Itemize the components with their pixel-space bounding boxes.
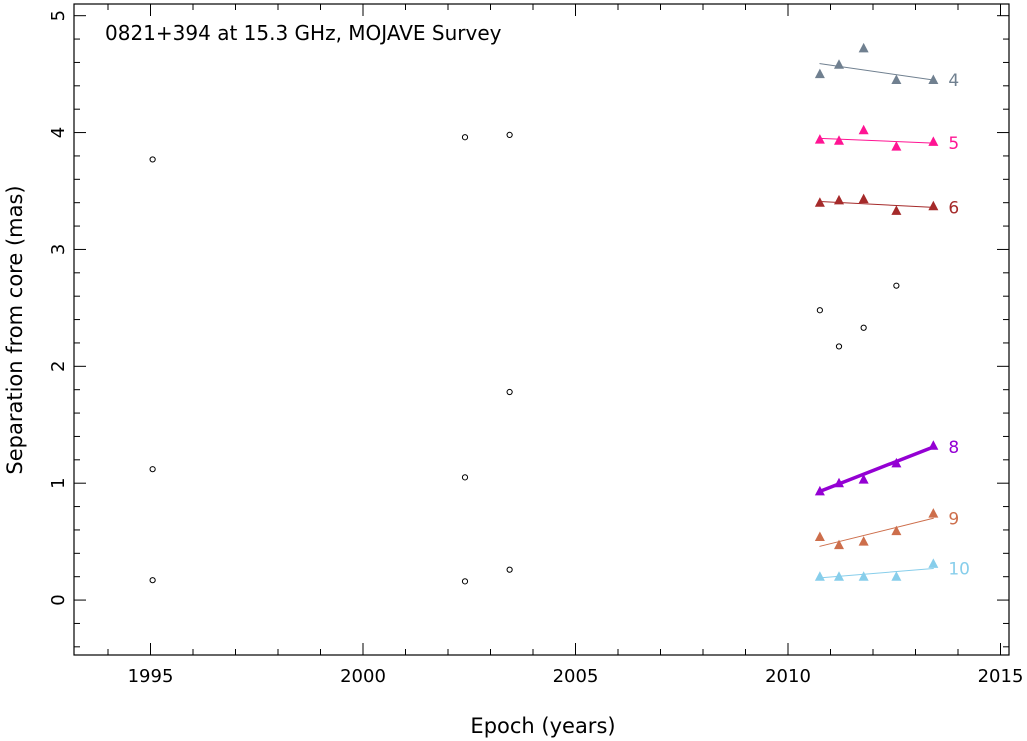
plot-frame xyxy=(73,3,1010,656)
fit-line xyxy=(819,517,934,547)
data-point xyxy=(834,477,844,488)
y-tick-label: 0 xyxy=(48,594,69,605)
series-label: 4 xyxy=(948,71,959,91)
y-tick-label: 5 xyxy=(48,10,69,21)
series-label: 8 xyxy=(948,438,959,458)
y-tick-label: 1 xyxy=(48,477,69,488)
data-point xyxy=(891,141,902,151)
data-point xyxy=(149,466,156,473)
series-label: 9 xyxy=(948,509,959,529)
data-point xyxy=(814,197,825,207)
series-label: 10 xyxy=(948,560,970,580)
chart-title: 0821+394 at 15.3 GHz, MOJAVE Survey xyxy=(105,21,502,45)
axis-ticks xyxy=(74,4,1009,655)
x-axis-label: Epoch (years) xyxy=(470,714,615,738)
data-point xyxy=(858,571,869,581)
data-point xyxy=(928,440,939,450)
data-point xyxy=(814,531,825,541)
data-point xyxy=(461,134,469,141)
data-point xyxy=(834,194,844,205)
x-tick-label: 1995 xyxy=(128,666,174,687)
data-point xyxy=(835,343,843,350)
data-point xyxy=(858,536,869,546)
data-point xyxy=(506,566,513,573)
data-point xyxy=(928,136,939,146)
y-tick-label: 2 xyxy=(48,361,69,372)
data-point xyxy=(461,474,469,481)
data-point xyxy=(858,193,869,204)
series-label: 5 xyxy=(948,134,959,154)
data-point xyxy=(928,74,939,84)
data-point xyxy=(461,578,469,585)
tick-labels: 1995 2000 2005 2010 2015 0 1 2 3 4 5 xyxy=(48,10,1023,687)
data-point xyxy=(149,577,156,584)
data-point xyxy=(858,474,869,484)
data-point xyxy=(893,282,900,289)
data-point xyxy=(858,124,869,135)
x-tick-label: 2000 xyxy=(340,666,386,687)
data-point xyxy=(858,42,869,53)
data-point xyxy=(891,571,902,581)
x-tick-label: 2005 xyxy=(553,666,599,687)
data-point xyxy=(149,156,156,163)
data-point xyxy=(814,68,825,79)
data-point xyxy=(814,571,825,581)
data-point xyxy=(891,205,902,215)
y-tick-label: 3 xyxy=(48,244,69,255)
data-marks xyxy=(149,42,939,585)
data-point xyxy=(834,59,844,69)
data-point xyxy=(928,200,939,211)
data-point xyxy=(928,508,939,518)
data-point xyxy=(891,457,902,468)
x-tick-label: 2010 xyxy=(765,666,811,687)
data-point xyxy=(891,525,902,536)
data-point xyxy=(506,131,513,139)
data-point xyxy=(860,324,867,331)
data-point xyxy=(928,558,939,568)
data-point xyxy=(814,134,825,144)
series-label: 6 xyxy=(948,198,959,218)
x-tick-label: 2015 xyxy=(978,666,1024,687)
data-point xyxy=(814,485,825,496)
series-labels: 4 5 6 8 9 10 xyxy=(948,71,970,580)
data-point xyxy=(506,388,513,396)
data-point xyxy=(834,135,844,145)
data-point xyxy=(816,307,823,314)
data-point xyxy=(834,539,844,550)
data-point xyxy=(891,74,902,84)
y-axis-label: Separation from core (mas) xyxy=(3,185,27,474)
data-point xyxy=(834,571,844,581)
y-tick-label: 4 xyxy=(48,127,69,138)
